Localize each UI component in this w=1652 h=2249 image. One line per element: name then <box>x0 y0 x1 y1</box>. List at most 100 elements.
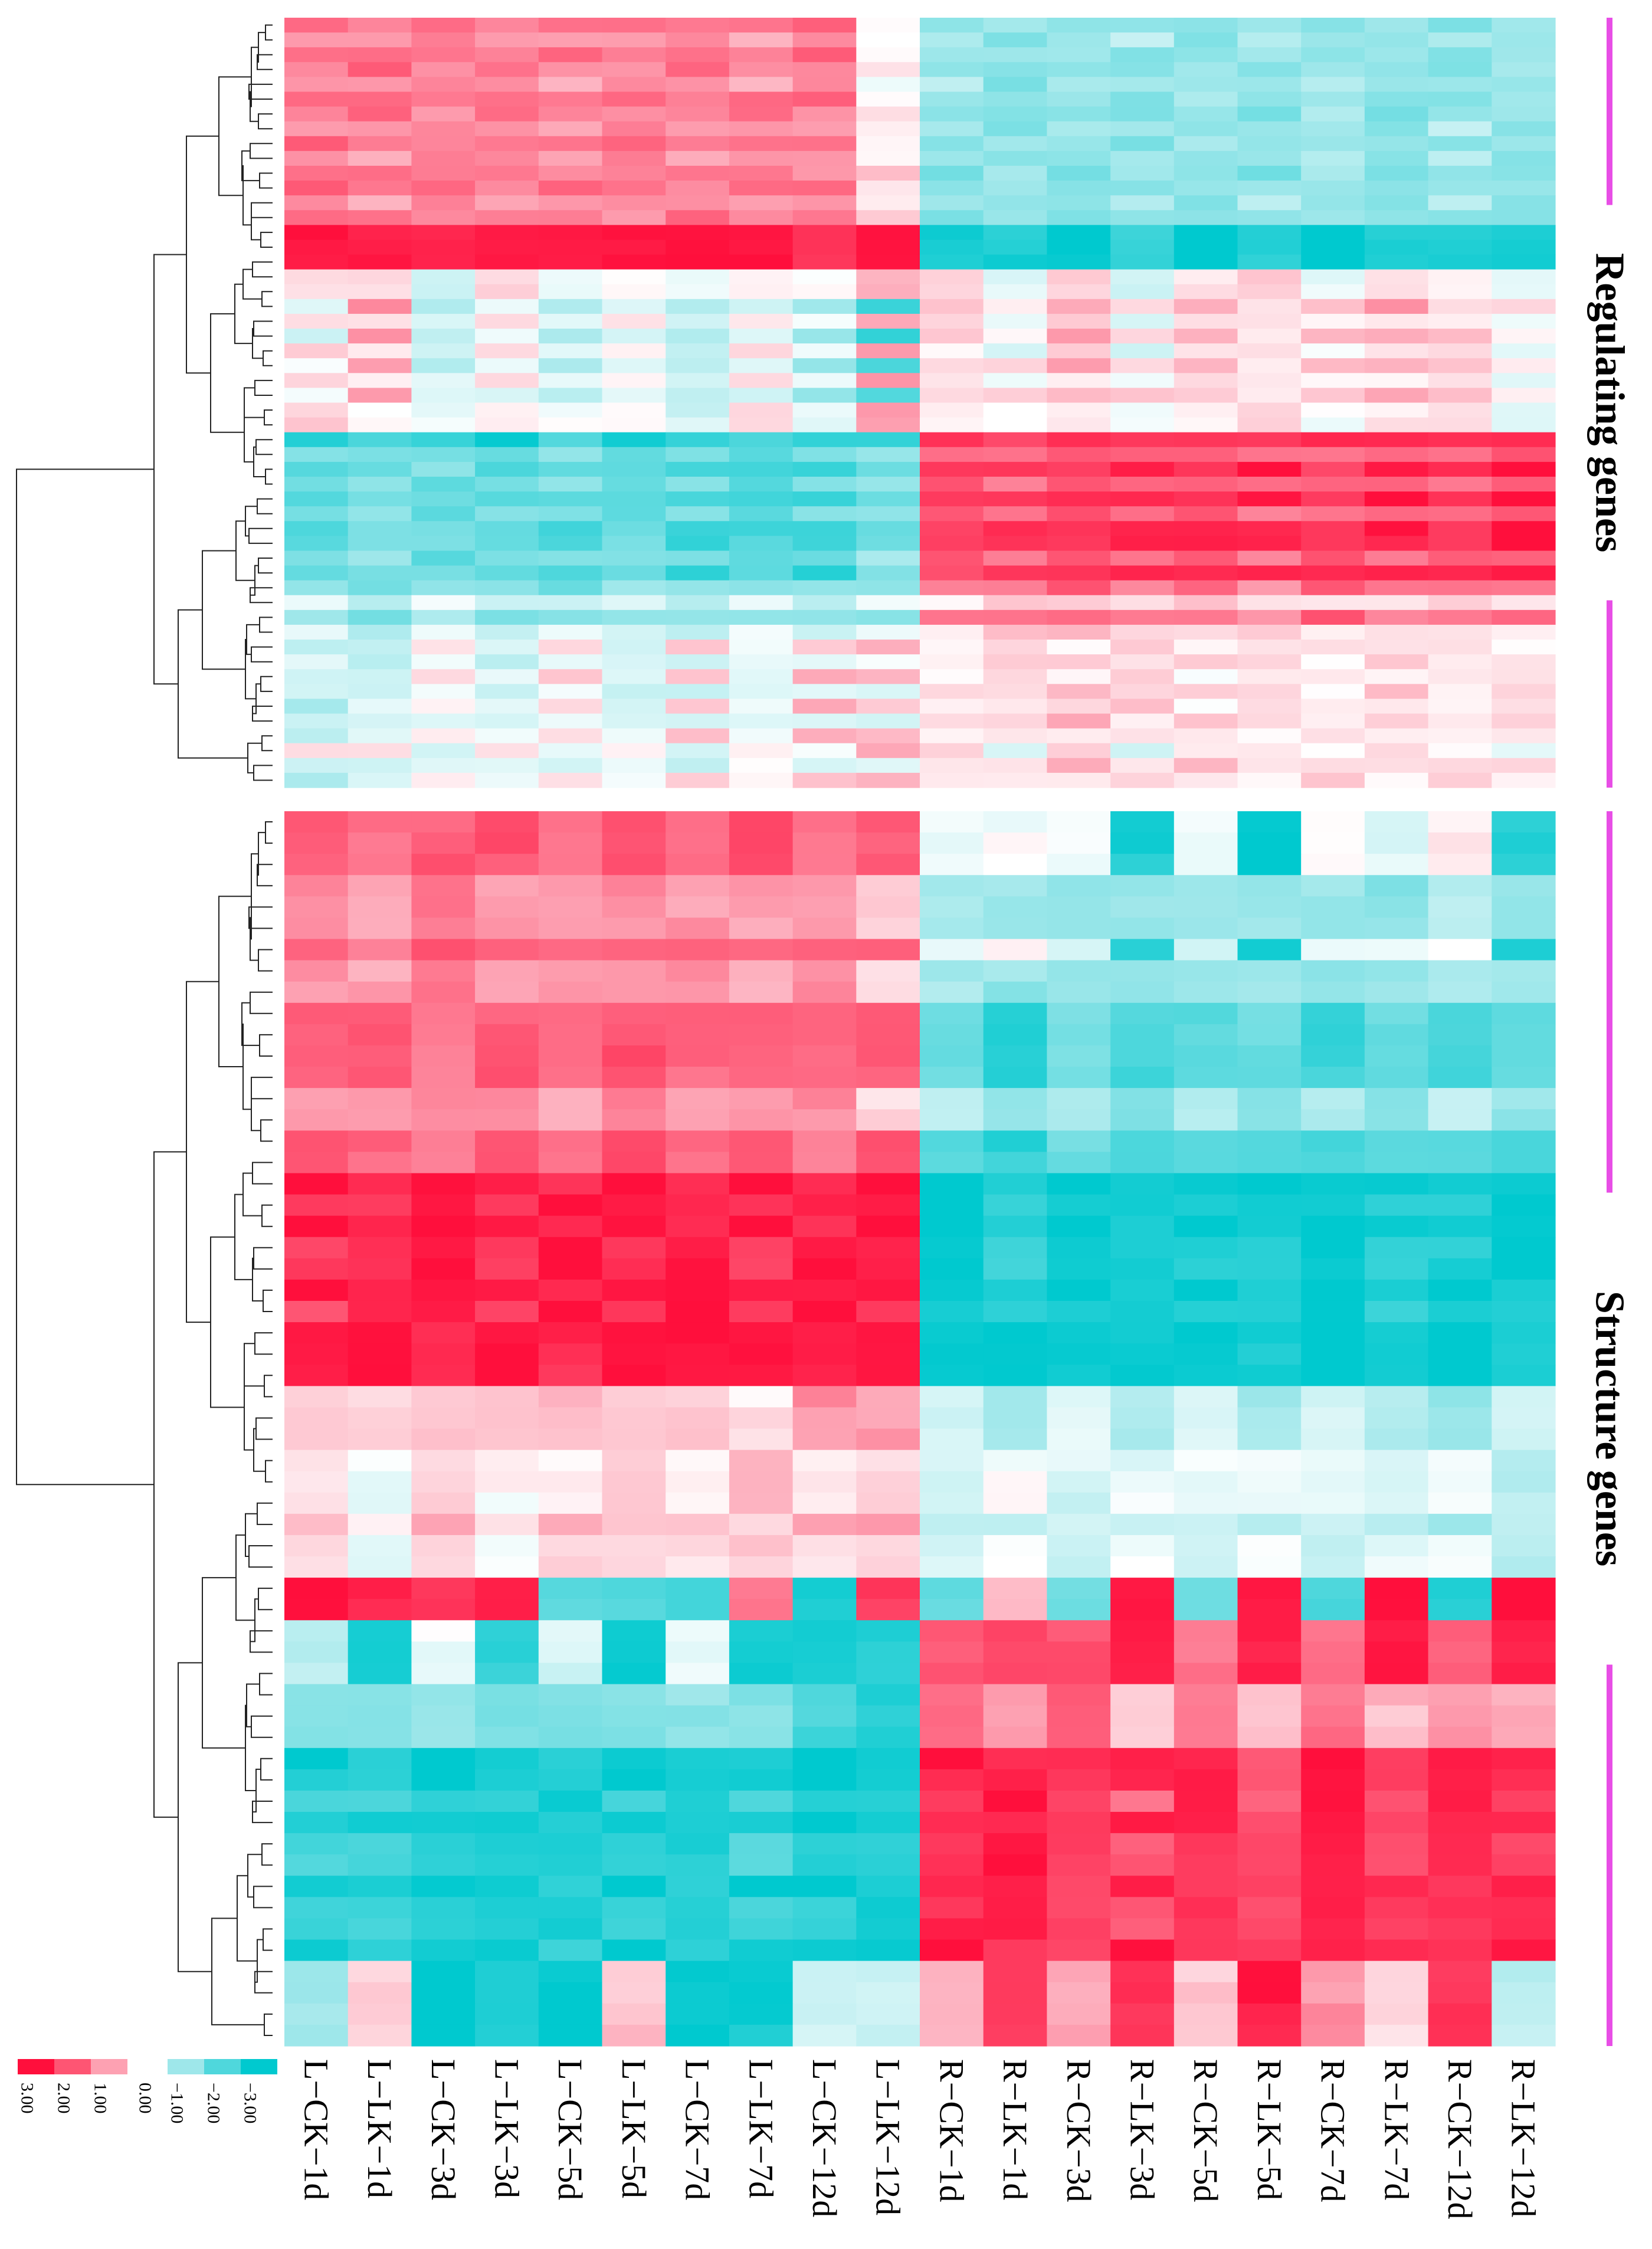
heatmap-cell <box>792 1215 857 1238</box>
heatmap-cell <box>856 1812 920 1834</box>
heatmap-cell <box>602 1386 666 1408</box>
heatmap-cell <box>920 1173 984 1195</box>
heatmap-cell <box>1047 1897 1111 1919</box>
heatmap-cell <box>1301 624 1365 640</box>
heatmap-cell <box>602 461 666 477</box>
heatmap-cell <box>348 1002 412 1025</box>
heatmap-cell <box>666 1173 730 1195</box>
heatmap-cell <box>475 896 539 919</box>
heatmap-cell <box>1237 580 1302 596</box>
heatmap-cell <box>475 1407 539 1430</box>
heatmap-cell <box>792 1365 857 1386</box>
heatmap-cell <box>411 1918 476 1940</box>
heatmap-cell <box>920 1215 984 1238</box>
heatmap-cell <box>1428 1002 1492 1025</box>
heatmap-cell <box>475 1961 539 1983</box>
heatmap-cell <box>1110 388 1175 404</box>
heatmap-cell <box>348 1386 412 1408</box>
heatmap-cell <box>1428 2024 1492 2047</box>
heatmap-cell <box>1237 811 1302 833</box>
heatmap-cell <box>284 506 349 522</box>
heatmap-cell <box>1428 62 1492 77</box>
heatmap-cell <box>666 1045 730 1067</box>
heatmap-cell <box>1110 1173 1175 1195</box>
heatmap-cell <box>1237 1492 1302 1514</box>
heatmap-cell <box>983 1088 1047 1110</box>
heatmap-cell <box>475 699 539 714</box>
heatmap-cell <box>856 1961 920 1983</box>
heatmap-cell <box>1174 684 1238 700</box>
heatmap-cell <box>1110 225 1175 241</box>
heatmap-cell <box>475 1279 539 1301</box>
heatmap-cell <box>1110 165 1175 181</box>
heatmap-cell <box>983 269 1047 285</box>
dendrogram-branch <box>252 261 273 278</box>
heatmap-cell <box>666 1279 730 1301</box>
heatmap-cell <box>983 1812 1047 1834</box>
dendrogram-branch <box>250 991 273 1014</box>
heatmap-cell <box>475 1173 539 1195</box>
heatmap-cell <box>1301 121 1365 137</box>
heatmap-cell <box>1237 1641 1302 1664</box>
heatmap-cell <box>920 699 984 714</box>
heatmap-cell <box>983 854 1047 876</box>
heatmap-cell <box>1237 1556 1302 1578</box>
heatmap-cell <box>1492 150 1556 166</box>
heatmap-cell <box>538 2003 603 2025</box>
heatmap-cell <box>538 343 603 359</box>
heatmap-cell <box>538 254 603 270</box>
heatmap-cell <box>983 609 1047 625</box>
heatmap-cell <box>1492 896 1556 919</box>
heatmap-cell <box>284 284 349 300</box>
heatmap-cell <box>856 1024 920 1046</box>
heatmap-cell <box>1047 1684 1111 1706</box>
column-label: R−CK−1d <box>932 2059 971 2202</box>
heatmap-cell <box>1364 1237 1429 1259</box>
heatmap-cell <box>856 896 920 919</box>
heatmap-cell <box>538 811 603 833</box>
heatmap-cell <box>284 417 349 433</box>
heatmap-cell <box>666 1002 730 1025</box>
heatmap-cell <box>1428 1450 1492 1472</box>
heatmap-cell <box>1492 47 1556 63</box>
heatmap-cell <box>1364 1663 1429 1685</box>
heatmap-cell <box>983 388 1047 404</box>
heatmap-cell <box>856 1939 920 1962</box>
heatmap-cell <box>1047 713 1111 729</box>
heatmap-cell <box>475 1620 539 1642</box>
heatmap-cell <box>792 91 857 107</box>
heatmap-cell <box>1428 136 1492 152</box>
heatmap-cell <box>1110 106 1175 122</box>
heatmap-cell <box>348 299 412 314</box>
heatmap-cell <box>1047 1471 1111 1493</box>
dendrogram-branch <box>210 313 244 433</box>
heatmap-cell <box>920 550 984 566</box>
heatmap-cell <box>1364 1152 1429 1174</box>
heatmap-cell <box>1428 1194 1492 1217</box>
heatmap-cell <box>792 195 857 211</box>
heatmap-cell <box>666 654 730 670</box>
heatmap-cell <box>920 1024 984 1046</box>
heatmap-cell <box>1301 476 1365 492</box>
heatmap-cell <box>538 284 603 300</box>
heatmap-cell <box>1301 18 1365 33</box>
heatmap-cell <box>1174 1961 1238 1983</box>
heatmap-cell <box>729 772 794 788</box>
heatmap-cell <box>1301 1407 1365 1430</box>
heatmap-cell <box>1110 313 1175 329</box>
heatmap-cell <box>348 713 412 729</box>
heatmap-cell <box>1428 960 1492 982</box>
heatmap-cell <box>284 684 349 700</box>
heatmap-cell <box>348 121 412 137</box>
heatmap-cell <box>538 121 603 137</box>
heatmap-cell <box>1492 1726 1556 1749</box>
heatmap-cell <box>792 491 857 507</box>
heatmap-cell <box>602 713 666 729</box>
heatmap-cell <box>538 875 603 897</box>
heatmap-cell <box>1492 1769 1556 1791</box>
heatmap-cell <box>284 1513 349 1536</box>
heatmap-cell <box>602 195 666 211</box>
heatmap-cell <box>1174 1067 1238 1089</box>
heatmap-cell <box>1047 1726 1111 1749</box>
heatmap-cell <box>983 150 1047 166</box>
